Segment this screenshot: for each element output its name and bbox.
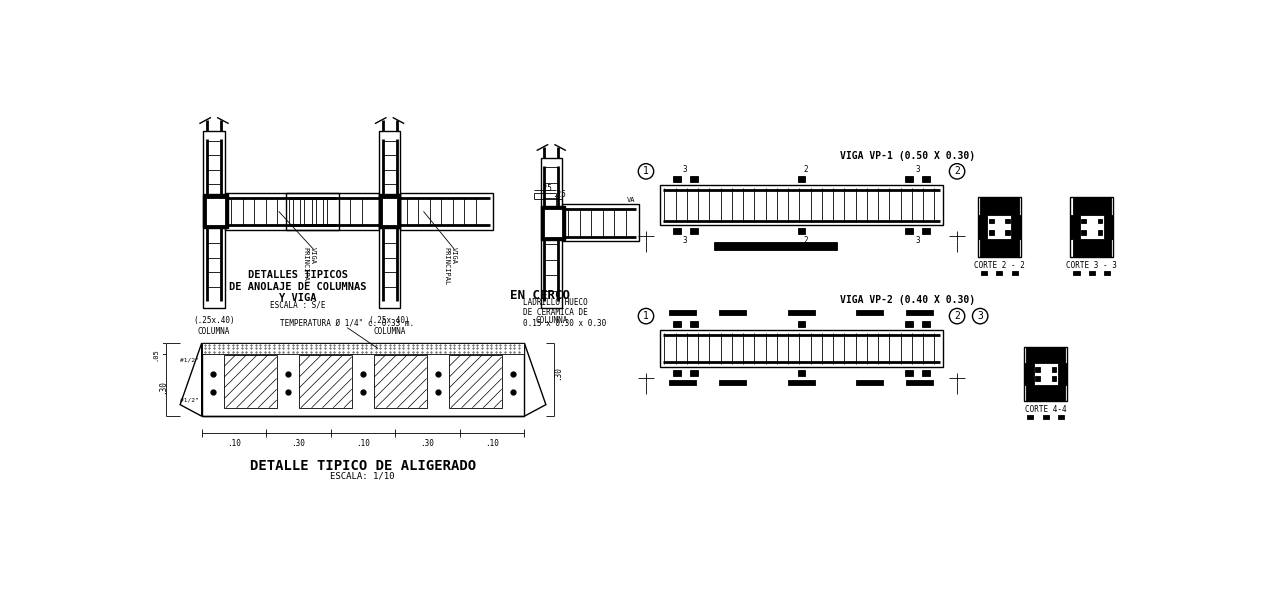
Text: 3: 3 <box>915 236 920 245</box>
Text: 2: 2 <box>803 166 808 175</box>
Bar <box>690 176 698 182</box>
Text: .10: .10 <box>485 438 499 447</box>
Bar <box>381 197 397 225</box>
Polygon shape <box>525 343 545 416</box>
Text: VA: VA <box>627 197 635 203</box>
Bar <box>787 380 814 386</box>
Bar <box>673 370 681 376</box>
Bar <box>1024 363 1033 384</box>
Bar <box>1073 239 1111 257</box>
Bar <box>980 197 1019 215</box>
Bar <box>1027 384 1065 401</box>
Bar <box>787 310 814 315</box>
Text: EN CERCO: EN CERCO <box>511 289 571 302</box>
Bar <box>540 206 566 240</box>
Bar <box>660 330 943 367</box>
Bar <box>856 310 883 315</box>
Bar <box>989 230 993 235</box>
Bar <box>719 380 746 386</box>
Text: 1: 1 <box>643 166 649 177</box>
Text: VIGA
PRINCIPAL: VIGA PRINCIPAL <box>302 247 316 285</box>
Bar <box>1052 376 1056 381</box>
Bar <box>856 380 883 386</box>
Text: (.25x.40)
COLUMNA: (.25x.40) COLUMNA <box>193 316 234 335</box>
Bar <box>202 343 525 354</box>
Bar <box>1082 219 1085 223</box>
Bar <box>1052 367 1056 371</box>
Bar <box>1089 271 1094 275</box>
Bar <box>379 194 401 228</box>
Bar <box>1080 215 1103 239</box>
Text: VIGA VP-2 (0.40 X 0.30): VIGA VP-2 (0.40 X 0.30) <box>840 295 975 305</box>
Bar <box>1036 376 1039 381</box>
Text: CORTE 3 - 3: CORTE 3 - 3 <box>1066 261 1117 270</box>
Bar <box>204 131 225 308</box>
Text: .25: .25 <box>538 184 552 192</box>
Text: ESCALA : S/E: ESCALA : S/E <box>270 301 325 310</box>
Text: LADRILLO HUECO
DE CERAMICA DE
0.15 x 0.30 x 0.30: LADRILLO HUECO DE CERAMICA DE 0.15 x 0.3… <box>522 298 605 328</box>
Text: DETALLES TIPICOS
DE ANOLAJE DE COLUMNAS
Y VIGA: DETALLES TIPICOS DE ANOLAJE DE COLUMNAS … <box>229 270 366 303</box>
Bar <box>923 228 931 235</box>
Text: .10: .10 <box>356 438 370 447</box>
Bar <box>540 158 562 308</box>
Bar <box>1098 230 1102 235</box>
Bar <box>978 215 987 239</box>
Text: .10: .10 <box>227 438 241 447</box>
Text: COLUMNA: COLUMNA <box>535 316 567 325</box>
Text: 2: 2 <box>803 236 808 245</box>
Text: 3: 3 <box>977 311 983 321</box>
Bar <box>1024 347 1068 401</box>
Bar <box>797 176 805 182</box>
Bar <box>690 228 698 235</box>
Text: .30: .30 <box>292 438 306 447</box>
Bar <box>1033 363 1057 384</box>
Bar <box>996 271 1002 275</box>
Text: VIGA
PRINCIPAL: VIGA PRINCIPAL <box>444 247 457 285</box>
Bar <box>797 228 805 235</box>
Text: ESCALA: 1/10: ESCALA: 1/10 <box>330 471 394 481</box>
Bar <box>287 193 379 230</box>
Bar <box>714 242 837 250</box>
Text: 3: 3 <box>684 236 687 245</box>
Text: VIGA VP-1 (0.50 X 0.30): VIGA VP-1 (0.50 X 0.30) <box>840 151 975 161</box>
Bar <box>1082 230 1085 235</box>
Bar <box>673 228 681 235</box>
Text: .25: .25 <box>552 190 566 199</box>
Bar <box>923 370 931 376</box>
Text: (.25x.40)
COLUMNA: (.25x.40) COLUMNA <box>369 316 411 335</box>
Bar <box>1027 347 1065 363</box>
Text: .30: .30 <box>553 366 562 379</box>
Bar <box>1105 271 1110 275</box>
Bar <box>905 176 913 182</box>
Text: TEMPERATURA Ø 1/4" c. 0.33 m.: TEMPERATURA Ø 1/4" c. 0.33 m. <box>280 319 415 328</box>
Text: CORTE 4-4: CORTE 4-4 <box>1025 405 1066 414</box>
Bar <box>905 370 913 376</box>
Bar <box>906 380 933 386</box>
Text: #1/2": #1/2" <box>180 358 198 363</box>
Bar <box>1098 219 1102 223</box>
Bar <box>206 197 225 225</box>
Text: .30: .30 <box>157 379 166 394</box>
Bar <box>1011 215 1021 239</box>
Polygon shape <box>180 343 202 416</box>
Bar <box>905 321 913 327</box>
Bar <box>449 356 502 408</box>
Bar <box>906 310 933 315</box>
Bar <box>690 321 698 327</box>
Bar <box>1059 414 1064 419</box>
Text: #1/2": #1/2" <box>180 397 198 402</box>
Bar <box>669 380 696 386</box>
Bar <box>673 176 681 182</box>
Bar <box>1042 414 1048 419</box>
Bar <box>980 239 1019 257</box>
Text: 3: 3 <box>915 166 920 175</box>
Bar <box>669 310 696 315</box>
Text: 2: 2 <box>954 166 960 177</box>
Text: .30: .30 <box>421 438 434 447</box>
Text: CORTE 2 - 2: CORTE 2 - 2 <box>974 261 1025 270</box>
Bar <box>204 194 228 228</box>
Bar <box>923 321 931 327</box>
Bar <box>1011 271 1018 275</box>
Text: 1: 1 <box>643 311 649 321</box>
Bar <box>224 356 276 408</box>
